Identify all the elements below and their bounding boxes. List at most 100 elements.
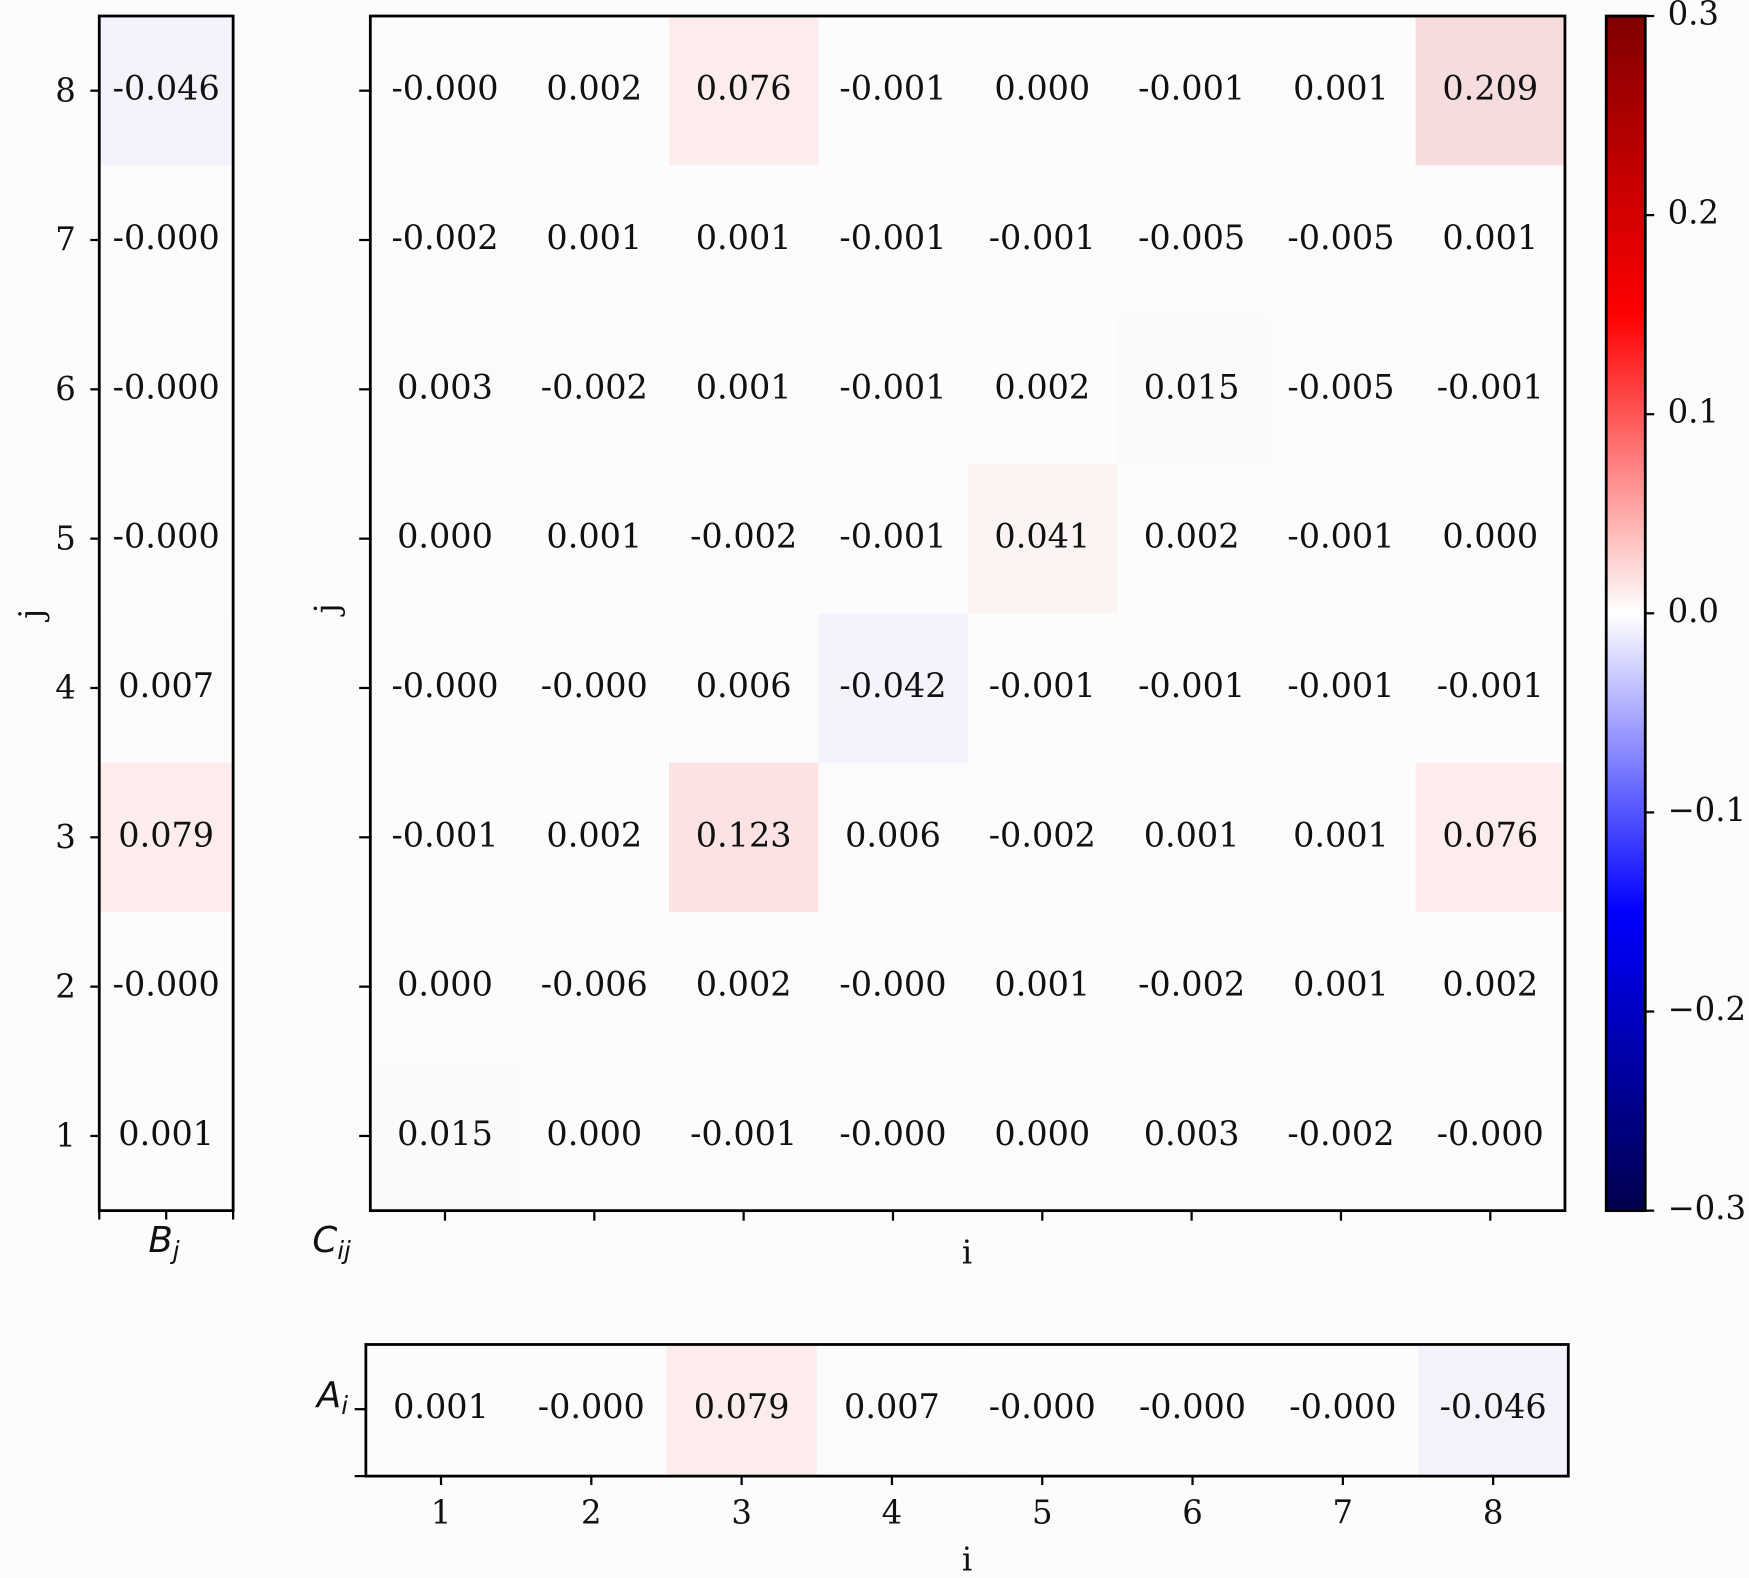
heatmap-cell <box>1266 16 1416 166</box>
panel-label: Bj <box>148 1220 179 1265</box>
label-symbol: C <box>312 1220 337 1261</box>
heatmap-cell <box>370 463 520 614</box>
cell-label: -0.005 <box>1287 367 1394 406</box>
heatmap-cell <box>519 613 669 763</box>
heatmap-cell <box>666 1344 817 1477</box>
cell-label: -0.001 <box>989 218 1096 257</box>
cell-label: -0.001 <box>391 815 498 854</box>
heatmap-cell <box>1266 762 1416 912</box>
cell-label: 0.002 <box>1442 965 1538 1004</box>
heatmap-cell <box>967 613 1117 763</box>
colorbar-tick-label: 0.3 <box>1668 0 1719 33</box>
heatmap-cell <box>1267 1344 1418 1477</box>
cell-label: -0.000 <box>113 517 220 556</box>
heatmap-cell <box>519 16 669 166</box>
cell-label: -0.001 <box>1287 666 1394 705</box>
heatmap-cell <box>519 911 669 1062</box>
cell-label: 0.002 <box>546 69 642 108</box>
x-tick-label: 1 <box>431 1494 452 1532</box>
cell-label: 0.001 <box>118 1114 214 1153</box>
cell-label: -0.002 <box>989 815 1096 854</box>
heatmap-cell <box>818 314 968 464</box>
colorbar-tick-label: 0.1 <box>1668 393 1719 431</box>
cell-label: 0.123 <box>696 815 792 854</box>
cell-label: 0.001 <box>1293 815 1389 854</box>
heatmap-cell <box>967 314 1117 464</box>
cell-label: 0.209 <box>1442 69 1538 108</box>
colorbar-tick-label: −0.1 <box>1668 791 1747 829</box>
heatmap-cell <box>370 165 520 315</box>
colorbar-tick-label: 0.0 <box>1668 592 1719 630</box>
heatmap-cell <box>370 762 520 912</box>
y-tick-label: 6 <box>55 370 76 408</box>
heatmap-cell <box>967 16 1117 166</box>
y-axis-label: j <box>12 609 50 623</box>
heatmap-cell <box>1116 463 1267 614</box>
cell-label: 0.076 <box>1442 815 1538 854</box>
heatmap-cell <box>1116 1061 1267 1211</box>
heatmap-cell <box>1266 613 1416 763</box>
cell-label: -0.005 <box>1138 218 1245 257</box>
label-subscript: i <box>341 1391 348 1420</box>
cell-label: -0.001 <box>839 367 946 406</box>
cell-label: -0.001 <box>690 1114 797 1153</box>
y-tick-label: 5 <box>55 519 76 557</box>
heatmap-cell <box>370 613 520 763</box>
label-symbol: A <box>315 1375 341 1416</box>
label-subscript: j <box>170 1236 180 1265</box>
cell-label: -0.000 <box>113 218 220 257</box>
cell-label: 0.000 <box>546 1114 642 1153</box>
y-tick-label: 2 <box>55 967 76 1005</box>
heatmap-cell <box>668 16 819 166</box>
cell-label: 0.001 <box>994 965 1090 1004</box>
cell-label: -0.001 <box>1437 666 1544 705</box>
heatmap-cell <box>668 314 819 464</box>
cell-label: -0.000 <box>1437 1114 1544 1153</box>
cell-label: -0.000 <box>839 1114 946 1153</box>
panel-label: Cij <box>312 1220 351 1265</box>
colorbar-tick-label: −0.3 <box>1668 1189 1747 1227</box>
heatmap-cell <box>1266 463 1416 614</box>
cell-label: -0.000 <box>1289 1387 1396 1426</box>
heatmap-cell <box>519 463 669 614</box>
label-subscript: ij <box>337 1236 351 1265</box>
heatmap-cell <box>1116 165 1267 315</box>
cell-label: -0.002 <box>690 517 797 556</box>
x-axis-label: i <box>962 1234 972 1272</box>
label-symbol: B <box>148 1220 172 1261</box>
heatmap-cell <box>99 1061 234 1211</box>
heatmap-cell <box>967 463 1117 614</box>
heatmap-cell <box>967 1061 1117 1211</box>
y-axis-label: j <box>308 603 346 617</box>
cell-label: 0.079 <box>694 1387 790 1426</box>
heatmap-cell <box>818 613 968 763</box>
cell-label: -0.001 <box>1138 69 1245 108</box>
cell-label: -0.006 <box>541 965 648 1004</box>
heatmap-cell <box>1415 165 1565 315</box>
cell-label: 0.001 <box>1293 69 1389 108</box>
heatmap-cell <box>1266 1061 1416 1211</box>
heatmap-cell <box>1116 762 1267 912</box>
heatmap-cell <box>516 1344 667 1477</box>
colorbar <box>1606 16 1646 1211</box>
cell-label: 0.000 <box>397 965 493 1004</box>
y-tick-label: 1 <box>55 1117 76 1155</box>
heatmap-cell <box>668 165 819 315</box>
cell-label: -0.001 <box>839 69 946 108</box>
cell-label: 0.002 <box>994 367 1090 406</box>
heatmap-cell <box>668 1061 819 1211</box>
x-tick-label: 8 <box>1483 1494 1504 1532</box>
heatmap-cell <box>99 463 234 614</box>
heatmap-cell <box>519 1061 669 1211</box>
cell-label: 0.000 <box>397 517 493 556</box>
heatmap-cell <box>818 911 968 1062</box>
cell-label: 0.001 <box>696 218 792 257</box>
cell-label: 0.007 <box>118 666 214 705</box>
heatmap-cell <box>99 16 234 166</box>
panel-frame <box>368 14 1567 1213</box>
colorbar-tick-label: −0.2 <box>1668 990 1747 1028</box>
cell-label: -0.000 <box>839 965 946 1004</box>
cell-label: 0.000 <box>994 69 1090 108</box>
